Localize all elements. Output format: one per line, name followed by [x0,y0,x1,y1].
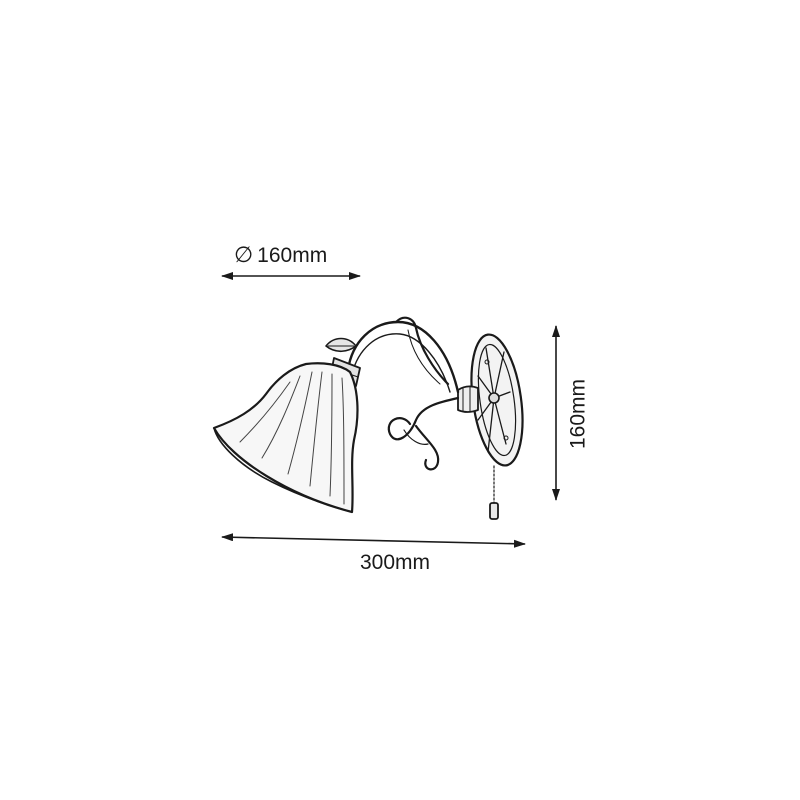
height-label: 160mm [566,378,590,450]
pull-chain-switch [489,465,499,520]
width-label: 300mm [360,551,431,574]
diameter-value: 160mm [257,244,328,267]
wall-plate [470,333,524,467]
diameter-label: ∅ 160mm [234,242,328,267]
diameter-symbol: ∅ [234,242,254,267]
arm-collar [457,385,479,413]
glass-shade [212,362,359,514]
leaf-ornament [325,337,357,353]
decorative-arm [346,316,460,471]
width-dimension-line [221,533,526,548]
